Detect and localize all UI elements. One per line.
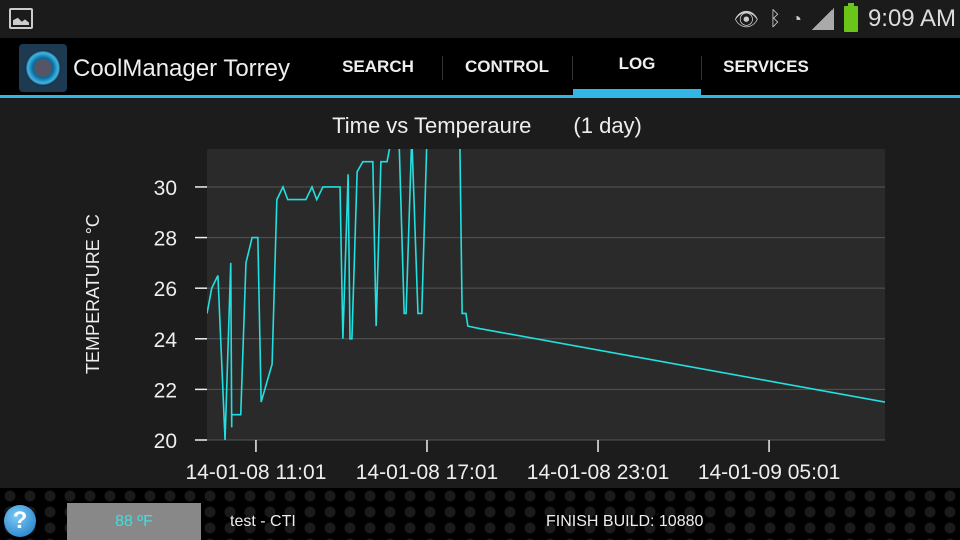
footer-bar: ? 88 ºF test - CTI FINISH BUILD: 10880 bbox=[0, 488, 960, 540]
y-tick-label: 28 bbox=[154, 228, 177, 251]
help-icon[interactable]: ? bbox=[4, 505, 36, 537]
x-tick-label: 14-01-08 23:01 bbox=[527, 461, 669, 484]
tab-log[interactable]: LOG bbox=[573, 38, 701, 95]
plot-area bbox=[207, 149, 885, 440]
tab-search[interactable]: SEARCH bbox=[314, 38, 442, 95]
divider bbox=[701, 56, 702, 80]
bluetooth-icon: ᛒ bbox=[769, 7, 782, 30]
y-tick-label: 20 bbox=[154, 430, 177, 453]
site-name: test - CTI bbox=[230, 513, 296, 530]
x-tick-label: 14-01-09 05:01 bbox=[698, 461, 840, 484]
y-tick-label: 24 bbox=[154, 329, 178, 352]
eye-icon: 👁 bbox=[733, 8, 760, 31]
battery-icon bbox=[843, 3, 858, 32]
y-tick-label: 26 bbox=[154, 278, 177, 301]
tab-label: LOG bbox=[618, 53, 656, 73]
y-tick-label: 22 bbox=[154, 379, 177, 402]
app-title: CoolManager Torrey bbox=[73, 55, 290, 82]
app-logo-icon bbox=[19, 44, 67, 92]
x-tick-label: 14-01-08 17:01 bbox=[356, 461, 498, 484]
build-status: FINISH BUILD: 10880 bbox=[546, 513, 704, 530]
status-bar: 👁 ᛒ ◔ 9:09 AM bbox=[0, 0, 960, 38]
temperature-chart: Time vs Temperaure (1 day) TEMPERATURE °C… bbox=[83, 113, 885, 484]
temperature-readout[interactable]: 88 ºF bbox=[67, 503, 201, 540]
image-icon bbox=[9, 8, 33, 29]
action-bar: CoolManager Torrey SEARCH CONTROL LOG SE… bbox=[0, 38, 960, 98]
tab-label: CONTROL bbox=[464, 56, 550, 76]
chart-title: Time vs Temperaure (1 day) bbox=[332, 113, 642, 138]
y-tick-label: 30 bbox=[154, 177, 177, 200]
tab-services[interactable]: SERVICES bbox=[702, 38, 830, 95]
tab-label: SEARCH bbox=[342, 56, 414, 76]
y-axis-label: TEMPERATURE °C bbox=[83, 214, 103, 374]
x-tick-label: 14-01-08 11:01 bbox=[185, 461, 326, 484]
divider bbox=[572, 56, 573, 80]
tab-control[interactable]: CONTROL bbox=[443, 38, 571, 95]
divider bbox=[442, 56, 443, 80]
wifi-icon: ◔ bbox=[791, 8, 802, 29]
temperature-series-line bbox=[207, 149, 885, 440]
signal-icon bbox=[811, 8, 834, 30]
clock: 9:09 AM bbox=[867, 5, 956, 32]
tab-label: SERVICES bbox=[723, 56, 809, 76]
